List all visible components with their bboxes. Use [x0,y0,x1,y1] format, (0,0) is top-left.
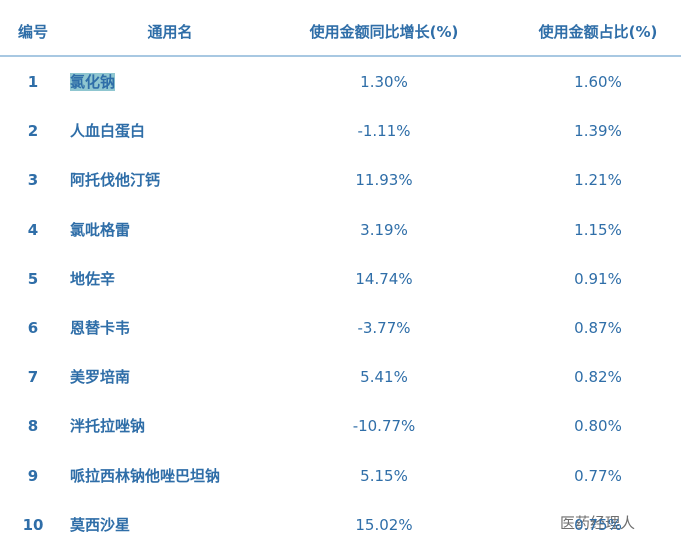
share: 0.77% [574,466,622,485]
drug-name: 氯化钠 [70,70,280,94]
column-header: 使用金额同比增长(%) [309,23,459,41]
growth-rate: 5.41% [360,368,408,387]
column-header: 使用金额占比(%) [538,23,658,41]
row-number: 8 [27,417,39,436]
drug-name: 地佐辛 [70,269,116,288]
row-number: 2 [27,122,39,141]
share: 0.75% [574,515,622,534]
share: 1.21% [574,171,622,190]
header-rule [0,55,681,57]
selected-text: 氯化钠 [70,73,116,91]
row-number: 9 [27,466,39,485]
column-header: 通用名 [147,23,193,41]
drug-name: 氯吡格雷 [70,220,131,239]
row-number: 7 [27,368,39,387]
row-number: 10 [22,515,44,534]
growth-rate: -10.77% [352,417,416,436]
drug-name: 人血白蛋白 [70,122,146,141]
growth-rate: -1.11% [357,122,411,141]
growth-rate: 1.30% [360,73,408,91]
growth-rate: 14.74% [355,269,413,288]
row-number: 5 [27,269,39,288]
drug-name: 莫西沙星 [70,515,131,534]
share: 0.91% [574,269,622,288]
row-number: 6 [27,319,39,337]
growth-rate: -3.77% [357,319,411,337]
drug-name: 阿托伐他汀钙 [70,171,161,190]
share: 1.60% [574,73,622,91]
share: 1.39% [574,122,622,141]
growth-rate: 15.02% [355,515,413,534]
column-header: 编号 [17,23,48,41]
drug-name: 美罗培南 [70,368,131,387]
share: 0.80% [574,417,622,436]
drug-name: 恩替卡韦 [70,319,131,337]
growth-rate: 11.93% [355,171,413,190]
drug-name: 哌拉西林钠他唑巴坦钠 [70,466,221,485]
share: 1.15% [574,220,622,239]
share: 0.87% [574,319,622,337]
row-number: 1 [27,73,39,91]
growth-rate: 3.19% [360,220,408,239]
drug-name: 泮托拉唑钠 [70,417,146,436]
growth-rate: 5.15% [360,466,408,485]
row-number: 4 [27,220,39,239]
watermark: 医药经理人 [560,514,636,532]
share: 0.82% [574,368,622,387]
row-number: 3 [27,171,39,190]
